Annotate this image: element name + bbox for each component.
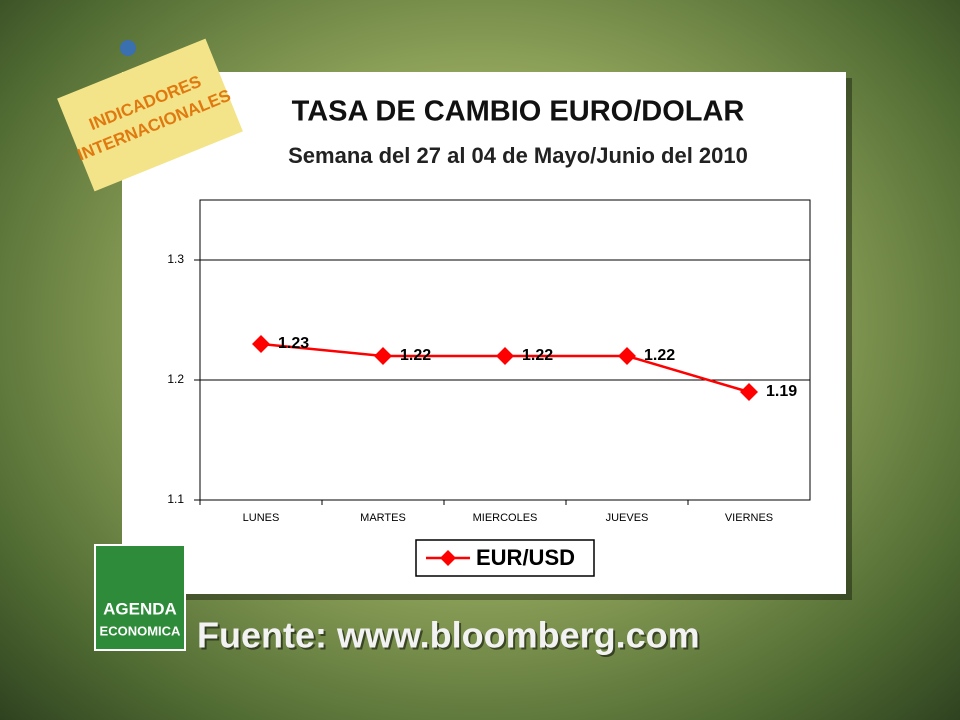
x-tick-label: MIERCOLES [473, 512, 538, 524]
legend-marker [440, 550, 456, 566]
logo-text: AGENDA [103, 599, 177, 618]
x-tick-label: MARTES [360, 512, 406, 524]
marker [252, 335, 270, 353]
value-label: 1.22 [644, 347, 675, 364]
value-label: 1.22 [522, 347, 553, 364]
logo [94, 544, 186, 651]
y-tick-label: 1.2 [167, 372, 184, 386]
value-label: 1.22 [400, 347, 431, 364]
marker [618, 347, 636, 365]
x-tick-label: LUNES [243, 512, 280, 524]
marker [496, 347, 514, 365]
logo-text: ECONOMICA [100, 623, 182, 638]
chart-title: TASA DE CAMBIO EURO/DOLAR [292, 96, 745, 128]
marker [374, 347, 392, 365]
value-label: 1.23 [278, 335, 309, 352]
x-tick-label: VIERNES [725, 512, 773, 524]
marker [740, 383, 758, 401]
badge: INDICADORES INTERNACIONALES [57, 38, 243, 192]
source: Fuente: www.bloomberg.com [197, 615, 700, 656]
value-label: 1.19 [766, 383, 797, 400]
y-tick-label: 1.3 [167, 252, 184, 266]
legend-label: EUR/USD [476, 545, 575, 570]
x-tick-label: JUEVES [606, 512, 649, 524]
chart-subtitle: Semana del 27 al 04 de Mayo/Junio del 20… [288, 143, 748, 168]
source-shadow: Fuente: www.bloomberg.com [199, 617, 702, 658]
badge-note [57, 38, 243, 192]
pin [120, 40, 136, 56]
y-tick-label: 1.1 [167, 492, 184, 506]
